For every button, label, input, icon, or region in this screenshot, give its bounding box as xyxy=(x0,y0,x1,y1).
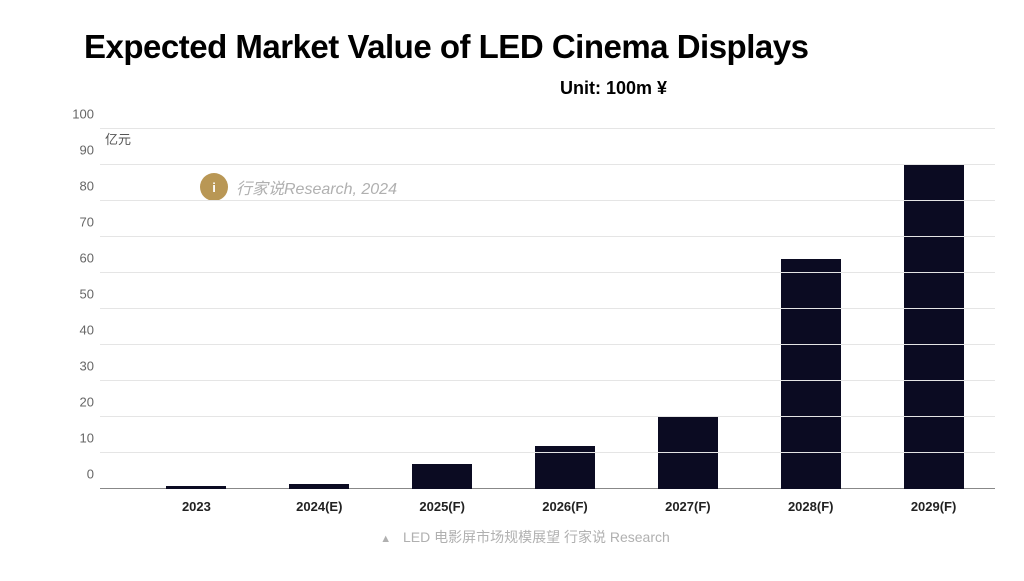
bar-column: 2029(F) xyxy=(872,129,995,489)
title-block: Expected Market Value of LED Cinema Disp… xyxy=(84,28,808,66)
gridline xyxy=(100,380,995,381)
bar-column: 2026(F) xyxy=(504,129,627,489)
watermark-badge-icon: i xyxy=(200,173,228,201)
gridline xyxy=(100,128,995,129)
y-tick-label: 10 xyxy=(60,431,100,446)
legend-text: LED 电影屏市场规模展望 行家说 Research xyxy=(403,529,670,545)
watermark-text: 行家说Research, 2024 xyxy=(236,175,397,199)
gridline xyxy=(100,164,995,165)
y-tick-label: 0 xyxy=(60,467,100,482)
x-tick-label: 2028(F) xyxy=(788,499,834,514)
x-tick-label: 2024(E) xyxy=(296,499,342,514)
y-tick-label: 30 xyxy=(60,359,100,374)
gridline xyxy=(100,452,995,453)
y-tick-label: 60 xyxy=(60,251,100,266)
y-tick-label: 50 xyxy=(60,287,100,302)
gridline xyxy=(100,200,995,201)
x-tick-label: 2025(F) xyxy=(419,499,465,514)
gridline xyxy=(100,344,995,345)
bar xyxy=(166,486,226,489)
bar xyxy=(412,464,472,489)
y-tick-label: 40 xyxy=(60,323,100,338)
bar-column: 2027(F) xyxy=(626,129,749,489)
x-tick-label: 2029(F) xyxy=(911,499,957,514)
y-tick-label: 100 xyxy=(60,107,100,122)
y-tick-label: 90 xyxy=(60,143,100,158)
x-tick-label: 2027(F) xyxy=(665,499,711,514)
gridline xyxy=(100,272,995,273)
chart-container: 亿元 20232024(E)2025(F)2026(F)2027(F)2028(… xyxy=(55,125,995,520)
gridline xyxy=(100,416,995,417)
gridline xyxy=(100,236,995,237)
bar-column: 2025(F) xyxy=(381,129,504,489)
legend: ▲ LED 电影屏市场规模展望 行家说 Research xyxy=(55,527,995,560)
bar xyxy=(781,259,841,489)
unit-label: Unit: 100m ¥ xyxy=(560,78,667,99)
x-tick-label: 2023 xyxy=(182,499,211,514)
gridline xyxy=(100,308,995,309)
y-tick-label: 20 xyxy=(60,395,100,410)
plot-area: 20232024(E)2025(F)2026(F)2027(F)2028(F)2… xyxy=(100,129,995,489)
legend-marker-icon: ▲ xyxy=(380,533,391,545)
bar-column: 2028(F) xyxy=(749,129,872,489)
chart-title: Expected Market Value of LED Cinema Disp… xyxy=(84,28,808,66)
bar xyxy=(289,484,349,489)
y-tick-label: 80 xyxy=(60,179,100,194)
source-watermark: i 行家说Research, 2024 xyxy=(200,173,397,201)
bar xyxy=(904,165,964,489)
bar xyxy=(658,417,718,489)
y-tick-label: 70 xyxy=(60,215,100,230)
x-tick-label: 2026(F) xyxy=(542,499,588,514)
